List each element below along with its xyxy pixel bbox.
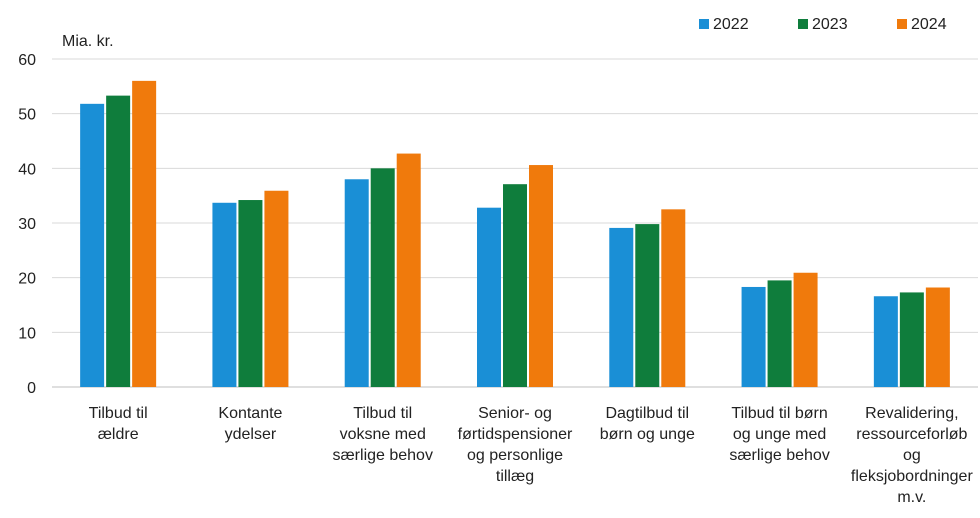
category-label: Senior- og førtidspensioner og personlige t… (458, 405, 573, 485)
bar-2023 (635, 224, 660, 387)
y-tick-label: 50 (18, 107, 36, 124)
category-label: Revalidering, ressourceforløb og fleksjobor… (851, 405, 974, 506)
bar-2024 (661, 209, 686, 387)
category-label-line: voksne med (340, 426, 426, 443)
legend-swatch-2024 (897, 19, 907, 29)
category-label: Kontante ydelser (218, 405, 282, 443)
category-label-line: og (903, 447, 921, 464)
y-tick-label: 20 (18, 271, 36, 288)
category-label-line: ydelser (225, 426, 277, 443)
category-label-line: og unge med (733, 426, 826, 443)
category-label-line: m.v. (897, 489, 926, 506)
bar-2022 (212, 202, 237, 387)
category-label-line: særlige behov (332, 447, 433, 464)
category-label: Dagtilbud til børn og unge (600, 405, 695, 443)
category-label-line: tillæg (496, 468, 534, 485)
y-tick-label: 0 (27, 380, 36, 397)
bar-2023 (899, 292, 924, 387)
legend-label-2023: 2023 (812, 16, 848, 33)
category-label-line: og personlige (467, 447, 563, 464)
category-label-line: Tilbud til (89, 405, 148, 422)
category-label-line: Kontante (218, 405, 282, 422)
category-label: Tilbud til ældre (89, 405, 148, 443)
bar-2023 (106, 95, 131, 388)
y-axis-unit-label: Mia. kr. (62, 33, 114, 50)
bar-2024 (132, 80, 157, 387)
bar-2023 (370, 168, 395, 387)
category-label-line: fleksjobordninger (851, 468, 974, 485)
category-label-line: ressourceforløb (856, 426, 967, 443)
legend-swatch-2023 (798, 19, 808, 29)
bar-2024 (529, 165, 553, 387)
bar-2022 (344, 179, 369, 387)
category-label-line: Dagtilbud til (605, 405, 689, 422)
y-axis-ticks: 0 10 20 30 40 50 60 (18, 52, 36, 397)
y-tick-label: 10 (18, 325, 36, 342)
y-tick-label: 30 (18, 216, 36, 233)
legend-label-2022: 2022 (713, 16, 749, 33)
bars (80, 80, 950, 388)
y-tick-label: 60 (18, 52, 36, 69)
legend: 2022 2023 2024 (699, 16, 947, 33)
category-label: Tilbud til voksne med særlige behov (332, 405, 433, 464)
legend-swatch-2022 (699, 19, 709, 29)
bar-2024 (396, 153, 421, 387)
legend-label-2024: 2024 (911, 16, 947, 33)
bar-2024 (793, 272, 818, 387)
bar-2023 (238, 200, 263, 387)
bar-2022 (741, 286, 766, 387)
category-label-line: ældre (98, 426, 139, 443)
bar-2022 (609, 227, 634, 387)
category-label-line: børn og unge (600, 426, 695, 443)
category-labels: Tilbud til ældre Kontante ydelser Tilbud til… (89, 405, 974, 506)
category-label-line: førtidspensioner (458, 426, 573, 443)
category-label-line: Senior- og (478, 405, 552, 422)
category-label: Tilbud til børn og unge med særlige behov (729, 405, 830, 464)
category-label-line: Tilbud til børn (731, 405, 827, 422)
bar-2023 (503, 184, 527, 387)
bar-2022 (873, 296, 898, 387)
y-tick-label: 40 (18, 161, 36, 178)
category-label-line: Tilbud til (353, 405, 412, 422)
bar-2024 (264, 190, 289, 387)
bar-2022 (80, 103, 105, 388)
bar-2023 (767, 280, 792, 387)
category-label-line: Revalidering, (865, 405, 958, 422)
bar-2024 (925, 287, 950, 387)
category-label-line: særlige behov (729, 447, 830, 464)
bar-2022 (477, 207, 501, 387)
